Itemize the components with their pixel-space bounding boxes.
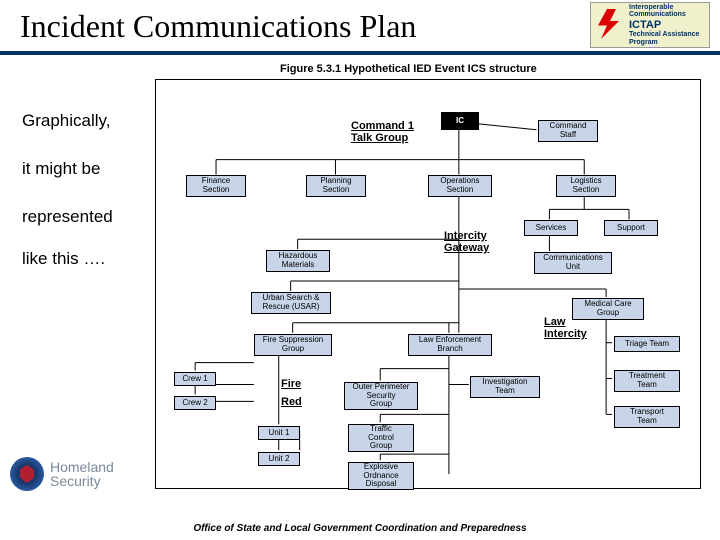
title-bar: Incident Communications Plan Interoperab… bbox=[0, 0, 720, 51]
node-crew2: Crew 2 bbox=[174, 396, 216, 410]
node-hazmat: Hazardous Materials bbox=[266, 250, 330, 272]
node-unit1: Unit 1 bbox=[258, 426, 300, 440]
node-operations: Operations Section bbox=[428, 175, 492, 197]
node-triage: Triage Team bbox=[614, 336, 680, 352]
node-usar: Urban Search & Rescue (USAR) bbox=[251, 292, 331, 314]
body-line: represented bbox=[22, 207, 113, 227]
logo-line2: ICTAP bbox=[629, 19, 707, 31]
node-logistics: Logistics Section bbox=[556, 175, 616, 197]
footer-text: Office of State and Local Government Coo… bbox=[0, 523, 720, 534]
body-line: Graphically, bbox=[22, 111, 111, 131]
annotation: Fire bbox=[281, 378, 301, 390]
org-chart: IC Command Staff Finance Section Planning S… bbox=[155, 79, 701, 489]
figure-caption: Figure 5.3.1 Hypothetical IED Event ICS … bbox=[280, 63, 537, 75]
node-traffic: Traffic Control Group bbox=[348, 424, 414, 452]
annotation: Intercity Gateway bbox=[444, 230, 489, 254]
body-line: it might be bbox=[22, 159, 100, 179]
node-commsunit: Communications Unit bbox=[534, 252, 612, 274]
node-support: Support bbox=[604, 220, 658, 236]
node-outerperim: Outer Perimeter Security Group bbox=[344, 382, 418, 410]
node-invest: Investigation Team bbox=[470, 376, 540, 398]
node-lebranch: Law Enforcement Branch bbox=[408, 334, 492, 356]
node-cmdstaff: Command Staff bbox=[538, 120, 598, 142]
node-eod: Explosive Ordnance Disposal bbox=[348, 462, 414, 490]
node-transport: Transport Team bbox=[614, 406, 680, 428]
node-services: Services bbox=[524, 220, 578, 236]
ictap-logo: Interoperable Communications ICTAP Techn… bbox=[590, 2, 710, 48]
annotation: Red bbox=[281, 396, 302, 408]
node-finance: Finance Section bbox=[186, 175, 246, 197]
logo-line3: Technical Assistance Program bbox=[629, 31, 707, 46]
dhs-line2: Security bbox=[50, 474, 114, 488]
annotation: Command 1 Talk Group bbox=[351, 120, 414, 144]
lightning-icon bbox=[595, 9, 625, 39]
body-line: like this …. bbox=[22, 249, 105, 269]
annotation: Law Intercity bbox=[544, 316, 587, 340]
node-ic: IC bbox=[441, 112, 479, 130]
dhs-badge: Homeland Security bbox=[10, 457, 114, 491]
node-treatment: Treatment Team bbox=[614, 370, 680, 392]
dhs-line1: Homeland bbox=[50, 460, 114, 474]
node-planning: Planning Section bbox=[306, 175, 366, 197]
dhs-text: Homeland Security bbox=[50, 460, 114, 488]
node-unit2: Unit 2 bbox=[258, 452, 300, 466]
slide-content: Figure 5.3.1 Hypothetical IED Event ICS … bbox=[0, 55, 720, 495]
node-crew1: Crew 1 bbox=[174, 372, 216, 386]
node-firesup: Fire Suppression Group bbox=[254, 334, 332, 356]
dhs-seal-icon bbox=[10, 457, 44, 491]
logo-line1: Interoperable Communications bbox=[629, 4, 707, 19]
